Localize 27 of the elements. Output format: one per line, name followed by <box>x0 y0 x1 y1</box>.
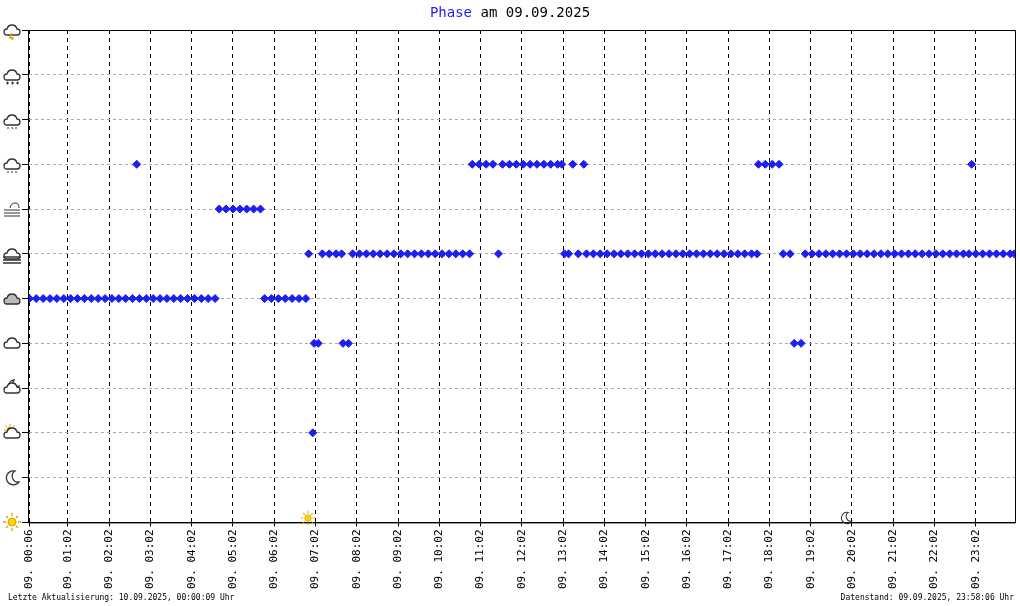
x-tick-label: 09. 03:02 <box>143 529 157 590</box>
x-tick-label: 09. 22:02 <box>927 529 941 590</box>
x-tick-label: 09. 23:02 <box>968 529 982 590</box>
x-tick-label: 09. 12:02 <box>514 529 528 590</box>
x-tick-label: 09. 13:02 <box>555 529 569 590</box>
x-tick-label: 09. 16:02 <box>679 529 693 590</box>
x-tick-label: 09. 07:02 <box>308 529 322 590</box>
text: Letzte Aktualisierung: 10.09.2025, 00:00:09 Uhr <box>8 593 235 602</box>
x-tick-label: 09. 00:06 <box>22 529 36 590</box>
x-tick-label: 09. 04:02 <box>184 529 198 590</box>
x-tick-label: 09. 20:02 <box>844 529 858 590</box>
text: Datenstand: 09.09.2025, 23:58:06 Uhr <box>840 593 1014 602</box>
x-tick-label: 09. 11:02 <box>473 529 487 590</box>
x-tick-label: 09. 08:02 <box>349 529 363 590</box>
x-tick-label: 09. 05:02 <box>225 529 239 590</box>
x-tick-label: 09. 06:02 <box>267 529 281 590</box>
chart-title: Phase am 09.09.2025 <box>429 4 591 20</box>
x-tick-label: 09. 19:02 <box>803 529 817 590</box>
x-tick-label: 09. 21:02 <box>886 529 900 590</box>
x-tick-label: 09. 18:02 <box>762 529 776 590</box>
x-tick-label: 09. 02:02 <box>102 529 116 590</box>
x-tick-label: 09. 10:02 <box>432 529 446 590</box>
x-tick-label: 09. 01:02 <box>60 529 74 590</box>
x-tick-label: 09. 14:02 <box>597 529 611 590</box>
x-tick-label: 09. 09:02 <box>390 529 404 590</box>
x-tick-label: 09. 15:02 <box>638 529 652 590</box>
x-tick-label: 09. 17:02 <box>721 529 735 590</box>
